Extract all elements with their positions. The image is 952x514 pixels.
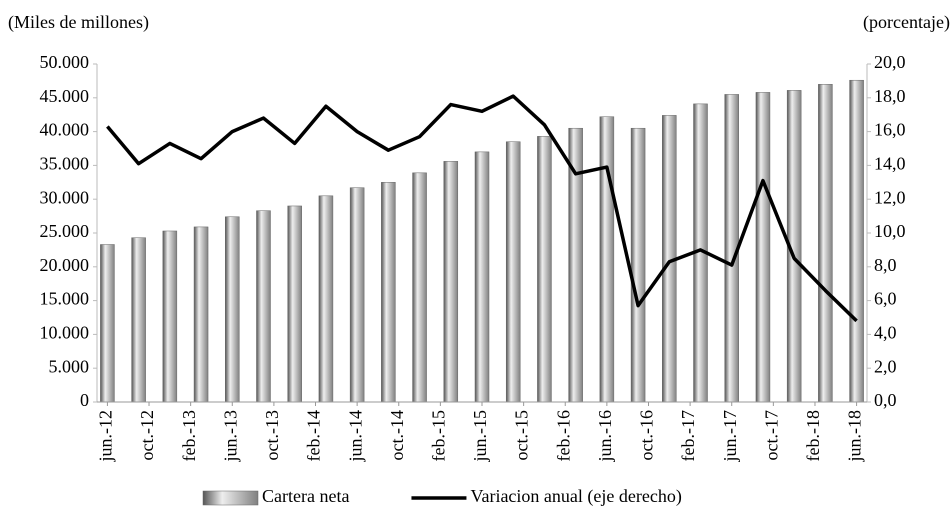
y2-tick-label: 0,0 [874, 390, 897, 410]
y-tick-label: 0 [80, 390, 89, 410]
y-tick-label: 10.000 [40, 323, 90, 343]
bar [318, 195, 334, 403]
x-tick-label: jun.-18 [845, 410, 865, 463]
bar [443, 161, 459, 403]
x-tick-label: oct.-17 [761, 410, 781, 460]
x-tick-label: jun.-14 [345, 410, 365, 463]
bar [287, 205, 302, 403]
x-tick-label: jun.-16 [595, 410, 615, 463]
x-tick-label: oct.-12 [137, 410, 157, 460]
bar [599, 116, 615, 403]
y-tick-label: 5.000 [49, 356, 90, 376]
bar [162, 230, 178, 403]
bar [474, 151, 490, 403]
x-tick-label: feb.-13 [179, 410, 199, 461]
y-tick-label: 25.000 [40, 221, 90, 241]
bar [100, 244, 115, 403]
y2-tick-label: 18,0 [874, 86, 906, 106]
y2-tick-label: 6,0 [874, 289, 897, 309]
bar [818, 84, 833, 403]
x-tick-label: feb.-14 [304, 410, 324, 461]
bar [349, 187, 365, 403]
y-tick-label: 50.000 [40, 52, 90, 72]
x-tick-label: oct.-13 [262, 410, 282, 460]
y-tick-label: 45.000 [40, 86, 90, 106]
y2-tick-label: 4,0 [874, 323, 897, 343]
legend-label: Variacion anual (eje derecho) [470, 486, 681, 507]
x-tick-label: jun.-12 [96, 410, 116, 463]
legend-swatch [202, 490, 259, 506]
bar [225, 216, 240, 403]
y2-tick-label: 14,0 [874, 154, 906, 174]
bar [537, 136, 552, 403]
x-tick-label: feb.-16 [553, 410, 573, 461]
bar [381, 182, 396, 403]
x-tick-label: jun.-17 [720, 410, 740, 463]
bar [755, 92, 771, 403]
x-tick-label: jun.-13 [220, 410, 240, 463]
y2-axis-title: (porcentaje) [863, 12, 950, 33]
y-tick-label: 30.000 [40, 187, 90, 207]
y-tick-label: 20.000 [40, 255, 90, 275]
bar [256, 210, 271, 403]
line-series [106, 94, 858, 323]
y-axis-title: (Miles de millones) [8, 12, 149, 33]
y2-tick-label: 16,0 [874, 120, 906, 140]
y-tick-label: 15.000 [40, 289, 90, 309]
x-tick-label: oct.-14 [387, 410, 407, 460]
x-tick-label: jun.-15 [470, 410, 490, 463]
x-tick-label: feb.-18 [803, 410, 823, 461]
legend-label: Cartera neta [262, 486, 349, 506]
y2-tick-label: 12,0 [874, 187, 906, 207]
bar [193, 226, 209, 403]
x-tick-label: oct.-15 [512, 410, 532, 460]
bar [630, 127, 646, 403]
x-tick-label: oct.-16 [637, 410, 657, 460]
y2-tick-label: 20,0 [874, 52, 906, 72]
x-tick-label: feb.-15 [429, 410, 449, 461]
bar [849, 79, 864, 403]
y2-tick-label: 2,0 [874, 356, 897, 376]
bar [412, 172, 427, 403]
bar [505, 141, 521, 403]
y2-tick-label: 10,0 [874, 221, 906, 241]
bar [131, 237, 146, 403]
y-tick-label: 40.000 [40, 120, 90, 140]
y2-tick-label: 8,0 [874, 255, 897, 275]
y-tick-label: 35.000 [40, 154, 90, 174]
x-tick-label: feb.-17 [678, 410, 698, 461]
